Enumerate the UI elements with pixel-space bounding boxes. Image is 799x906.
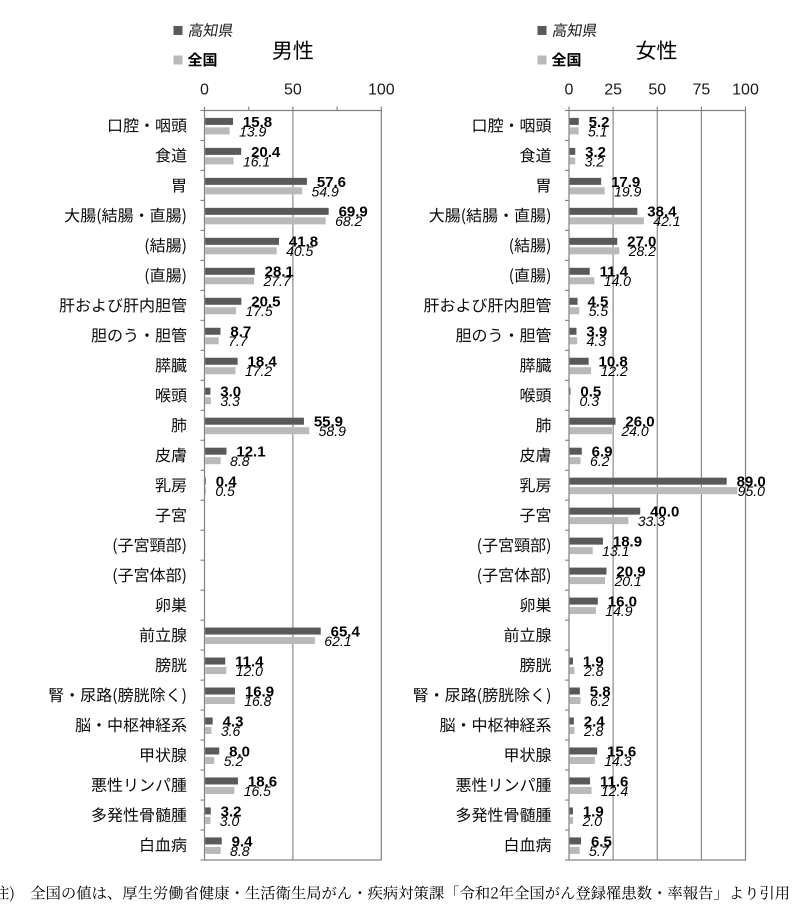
svg-text:0.4: 0.4: [216, 474, 238, 491]
svg-text:38.4: 38.4: [647, 204, 677, 221]
svg-text:40.5: 40.5: [286, 243, 313, 259]
svg-text:68.2: 68.2: [335, 213, 362, 229]
svg-text:62.1: 62.1: [324, 633, 351, 649]
svg-text:16.9: 16.9: [245, 683, 274, 700]
svg-text:3.2: 3.2: [585, 153, 605, 169]
svg-text:28.1: 28.1: [265, 264, 294, 281]
svg-text:20.5: 20.5: [251, 294, 280, 311]
svg-text:1.9: 1.9: [583, 803, 604, 820]
svg-text:4.3: 4.3: [223, 713, 244, 730]
svg-text:16.0: 16.0: [608, 593, 637, 610]
svg-text:69.9: 69.9: [339, 204, 368, 221]
svg-text:25: 25: [604, 82, 622, 99]
svg-text:0: 0: [200, 82, 209, 99]
svg-text:11.6: 11.6: [600, 773, 628, 790]
svg-text:5.5: 5.5: [589, 303, 609, 319]
svg-text:17.5: 17.5: [245, 303, 272, 319]
svg-text:12.0: 12.0: [236, 663, 263, 679]
svg-text:4.3: 4.3: [587, 333, 607, 349]
svg-text:3.9: 3.9: [586, 324, 607, 341]
svg-text:6.2: 6.2: [590, 693, 610, 709]
svg-text:24.0: 24.0: [620, 423, 648, 439]
svg-text:20.1: 20.1: [613, 573, 641, 589]
svg-text:54.9: 54.9: [312, 183, 339, 199]
svg-text:9.4: 9.4: [232, 833, 254, 850]
svg-text:8.8: 8.8: [230, 453, 250, 469]
svg-text:3.0: 3.0: [220, 384, 241, 401]
svg-text:3.0: 3.0: [220, 813, 240, 829]
svg-text:7.7: 7.7: [228, 333, 249, 349]
svg-text:14.9: 14.9: [605, 603, 632, 619]
svg-text:8.0: 8.0: [229, 743, 250, 760]
svg-text:75: 75: [692, 82, 710, 99]
svg-text:16.1: 16.1: [243, 153, 270, 169]
svg-text:14.3: 14.3: [604, 753, 631, 769]
svg-text:5.7: 5.7: [589, 843, 610, 859]
svg-text:28.2: 28.2: [628, 243, 656, 259]
svg-text:6.2: 6.2: [590, 453, 610, 469]
svg-text:40.0: 40.0: [650, 504, 679, 521]
svg-text:18.9: 18.9: [613, 534, 642, 551]
svg-text:2.8: 2.8: [583, 723, 604, 739]
svg-text:3.2: 3.2: [221, 803, 242, 820]
svg-text:16.5: 16.5: [244, 783, 271, 799]
svg-text:17.2: 17.2: [245, 363, 272, 379]
svg-text:0.5: 0.5: [580, 384, 601, 401]
svg-text:11.4: 11.4: [600, 264, 629, 281]
svg-text:27.0: 27.0: [627, 234, 656, 251]
svg-text:89.0: 89.0: [737, 474, 766, 491]
svg-text:5.2: 5.2: [589, 114, 610, 131]
svg-text:18.6: 18.6: [248, 773, 277, 790]
svg-text:8.8: 8.8: [230, 843, 250, 859]
svg-text:58.9: 58.9: [319, 423, 346, 439]
svg-text:3.3: 3.3: [220, 393, 240, 409]
svg-text:12.2: 12.2: [601, 363, 628, 379]
svg-text:5.8: 5.8: [590, 683, 611, 700]
svg-text:55.9: 55.9: [314, 414, 343, 431]
svg-text:57.6: 57.6: [317, 174, 346, 191]
svg-text:50: 50: [648, 82, 666, 99]
svg-text:2.4: 2.4: [584, 713, 606, 730]
svg-text:6.5: 6.5: [591, 833, 612, 850]
svg-text:2.0: 2.0: [582, 813, 603, 829]
svg-text:26.0: 26.0: [625, 414, 654, 431]
svg-text:20.4: 20.4: [251, 144, 281, 161]
svg-text:5.2: 5.2: [224, 753, 244, 769]
svg-text:65.4: 65.4: [331, 623, 361, 640]
svg-text:6.9: 6.9: [592, 444, 613, 461]
svg-text:18.4: 18.4: [248, 354, 278, 371]
svg-text:8.7: 8.7: [230, 324, 251, 341]
svg-text:12.1: 12.1: [236, 444, 265, 461]
svg-text:20.9: 20.9: [616, 564, 645, 581]
svg-text:10.8: 10.8: [599, 354, 628, 371]
svg-text:13.1: 13.1: [602, 543, 629, 559]
svg-text:1.9: 1.9: [583, 653, 604, 670]
svg-text:42.1: 42.1: [653, 213, 680, 229]
svg-text:5.1: 5.1: [588, 123, 607, 139]
svg-text:14.0: 14.0: [604, 273, 631, 289]
svg-text:0.3: 0.3: [580, 393, 600, 409]
svg-text:15.6: 15.6: [607, 743, 636, 760]
svg-text:33.3: 33.3: [638, 513, 665, 529]
svg-text:4.5: 4.5: [587, 294, 608, 311]
svg-text:11.4: 11.4: [235, 653, 264, 670]
svg-text:13.9: 13.9: [239, 123, 266, 139]
svg-text:12.4: 12.4: [601, 783, 628, 799]
svg-text:50: 50: [284, 82, 302, 99]
svg-text:3.6: 3.6: [221, 723, 241, 739]
svg-text:17.9: 17.9: [611, 174, 640, 191]
svg-text:41.8: 41.8: [289, 234, 318, 251]
svg-text:100: 100: [368, 82, 395, 99]
svg-text:2.8: 2.8: [583, 663, 604, 679]
svg-text:0: 0: [565, 82, 574, 99]
svg-text:16.8: 16.8: [244, 693, 271, 709]
svg-text:0.5: 0.5: [215, 483, 235, 499]
svg-text:19.9: 19.9: [614, 183, 641, 199]
svg-text:3.2: 3.2: [585, 144, 606, 161]
svg-text:27.7: 27.7: [262, 273, 291, 289]
svg-text:95.0: 95.0: [738, 483, 765, 499]
svg-text:15.8: 15.8: [243, 114, 272, 131]
svg-text:100: 100: [732, 82, 759, 99]
